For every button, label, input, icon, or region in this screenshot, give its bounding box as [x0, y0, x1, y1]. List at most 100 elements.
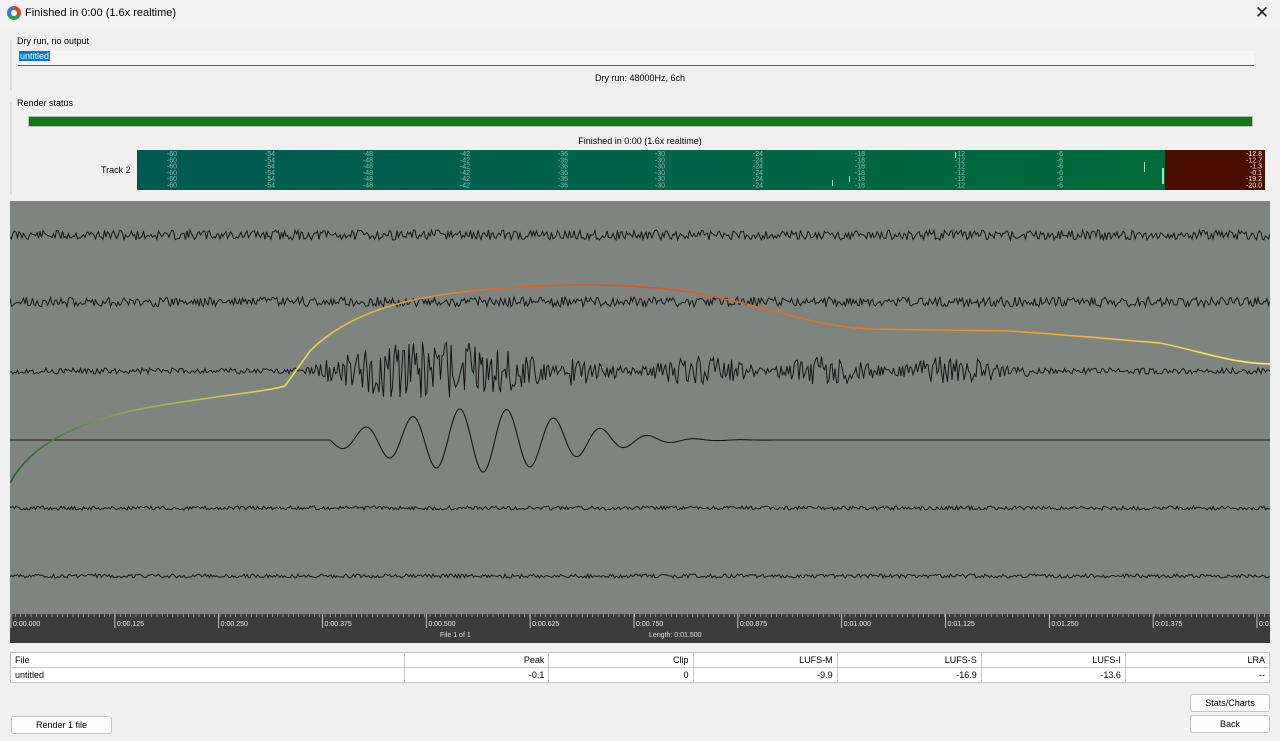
timeline-tick-label: 0:01.000 [844, 621, 871, 628]
cell-peak: -0.1 [404, 667, 550, 683]
meter-scale-label: -36 [558, 170, 568, 177]
header-peak[interactable]: Peak [404, 652, 550, 668]
meter-scale-label: -30 [655, 183, 665, 190]
meter-peak-marks [832, 152, 1164, 186]
waveform-channel [9, 228, 1271, 242]
render-progress-fill [29, 117, 1252, 126]
meter-scale-label: -6 [1057, 170, 1063, 177]
meter-scale-label: -24 [753, 157, 763, 164]
meter-scale-label: -54 [265, 170, 275, 177]
length-label: Length: 0:01.500 [649, 632, 702, 639]
meter-scale-label: -12 [955, 170, 965, 177]
meter-scale-label: -48 [363, 170, 373, 177]
meter-scale-label: -30 [655, 170, 665, 177]
meter-peak-label: -19.2 [1246, 176, 1262, 183]
meter-clip-zone [1165, 150, 1265, 190]
app-logo-icon [7, 6, 21, 20]
meter-scale-label: -36 [558, 157, 568, 164]
meter-scale-label: -48 [363, 157, 373, 164]
header-clip[interactable]: Clip [548, 652, 694, 668]
meter-scale-label: -54 [265, 176, 275, 183]
meter-scale-label: -42 [460, 151, 470, 158]
meter-body [137, 150, 1165, 190]
meter-peak-label: -12.7 [1246, 157, 1262, 164]
meter-scale-label: -30 [655, 151, 665, 158]
table-row[interactable]: untitled -0.1 0 -9.9 -16.9 -13.6 -- [10, 667, 1271, 683]
meter-scale-label: -60 [167, 164, 177, 171]
meter-scale-label: -30 [655, 157, 665, 164]
meter-scale-label: -24 [753, 164, 763, 171]
waveform-channel [9, 295, 1271, 309]
cell-clip: 0 [548, 667, 694, 683]
meter-scale-label: -60 [167, 151, 177, 158]
header-file[interactable]: File [10, 652, 406, 668]
meter-scale-label: -12 [955, 164, 965, 171]
render-files-button[interactable]: Render 1 file [11, 716, 112, 734]
output-group-label: Dry run, no output [16, 36, 91, 46]
timeline-tick-label: 0:01.250 [1051, 621, 1078, 628]
output-filename-field[interactable]: untitled [18, 51, 1254, 66]
waveform-channel [9, 341, 1271, 398]
meter-scale-label: -60 [167, 170, 177, 177]
meter-scale-label: -12 [955, 183, 965, 190]
meter-peak-label: -12.8 [1246, 151, 1262, 158]
header-lufs-m[interactable]: LUFS-M [693, 652, 838, 668]
render-progress-bar [28, 116, 1253, 127]
cell-lufs-i: -13.6 [981, 667, 1126, 683]
timeline-tick-label: 0:00.750 [636, 621, 663, 628]
meter-scale-label: -18 [855, 157, 865, 164]
timeline-tick-label: 0:01.125 [948, 621, 975, 628]
waveform-channel [9, 504, 1271, 512]
timeline-ruler: 0:00.000 0:00.125 0:00.250 0:00.375 0:00.500… [9, 614, 1280, 643]
header-lufs-i[interactable]: LUFS-I [981, 652, 1126, 668]
meter-scale-label: -18 [855, 170, 865, 177]
timeline-tick-label: 0:01.500 [1259, 621, 1270, 628]
waveform-channel [9, 572, 1270, 580]
meter-scale-label: -36 [558, 183, 568, 190]
meter-scale-label: -12 [955, 151, 965, 158]
stats-header-row: File Peak Clip LUFS-M LUFS-S LUFS-I LRA [10, 652, 1271, 668]
cell-lufs-s: -16.9 [837, 667, 982, 683]
meter-scale-label: -42 [460, 170, 470, 177]
close-button[interactable]: ✕ [1254, 3, 1270, 22]
meter-scale-label: -60 [167, 176, 177, 183]
back-button[interactable]: Back [1190, 715, 1270, 733]
render-status-text: Finished in 0:00 (1.6x realtime) [578, 136, 702, 146]
meter-scale-label: -30 [655, 164, 665, 171]
meter-scale-label: -48 [363, 176, 373, 183]
header-lra[interactable]: LRA [1125, 652, 1271, 668]
meter-scale-label: -6 [1057, 176, 1063, 183]
meter-scale-label: -12 [955, 157, 965, 164]
meter-scale-label: -42 [460, 164, 470, 171]
meter-scale-label: -48 [363, 151, 373, 158]
meter-scale-label: -18 [855, 151, 865, 158]
stats-charts-button[interactable]: Stats/Charts [1190, 694, 1270, 712]
waveform-channel [10, 408, 1270, 473]
meter-scale-label: -42 [460, 176, 470, 183]
meter-peaks: -12.8-12.7-1.3-0.1-19.2-20.0 [1246, 151, 1262, 190]
meter-scale-label: -54 [265, 183, 275, 190]
meter-scale-label: -54 [265, 164, 275, 171]
timeline-tick-label: 0:00.000 [13, 621, 40, 628]
meter-scale-label: -12 [955, 176, 965, 183]
meter-scale-label: -54 [265, 157, 275, 164]
cell-file: untitled [10, 667, 406, 683]
stats-table: File Peak Clip LUFS-M LUFS-S LUFS-I LRA … [10, 652, 1271, 683]
meter-scale-label: -36 [558, 151, 568, 158]
meter-peak-label: -0.1 [1250, 170, 1262, 177]
render-status-group [10, 102, 12, 195]
header-lufs-s[interactable]: LUFS-S [837, 652, 982, 668]
output-filename-value: untitled [19, 51, 51, 61]
output-group [10, 40, 12, 91]
meter-scale-label: -6 [1057, 157, 1063, 164]
timeline-tick-label: 0:00.250 [221, 621, 248, 628]
timeline-tick-label: 0:00.375 [325, 621, 352, 628]
meter-scale-label: -42 [460, 183, 470, 190]
meter-scale-label: -54 [265, 151, 275, 158]
meter-scale-label: -36 [558, 176, 568, 183]
cell-lra: -- [1125, 667, 1271, 683]
meter-scale-label: -24 [753, 170, 763, 177]
meter-scale-label: -24 [753, 176, 763, 183]
meter-scale-label: -18 [855, 183, 865, 190]
meter-scale-label: -6 [1057, 183, 1063, 190]
